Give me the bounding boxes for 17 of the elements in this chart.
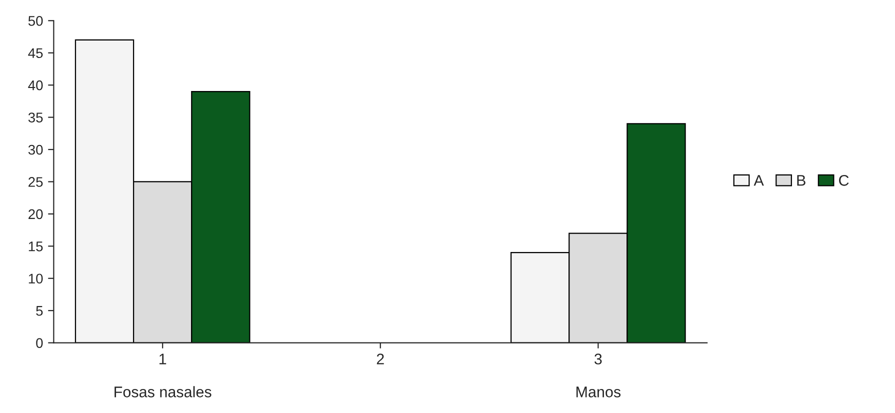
y-tick-label: 30 (28, 144, 43, 155)
y-tick-label: 25 (28, 177, 43, 187)
y-tick-label: 15 (28, 242, 43, 252)
y-tick-label: 35 (28, 112, 43, 122)
y-tick-label: 45 (28, 48, 43, 58)
y-tick-label: 5 (36, 306, 43, 316)
legend-label: C (839, 175, 849, 186)
x-tick-label: 2 (376, 354, 384, 364)
y-tick-label: 20 (28, 209, 43, 220)
y-tick-label: 10 (28, 274, 43, 284)
y-tick-label: 50 (28, 16, 43, 26)
y-tick-label: 40 (28, 80, 43, 90)
legend-label: B (797, 175, 806, 186)
y-tick-label: 0 (36, 338, 43, 348)
category-label: 3 Manos (576, 354, 621, 398)
legend-label: A (754, 175, 764, 186)
category-label: 1 Fosas nasales (114, 354, 212, 398)
